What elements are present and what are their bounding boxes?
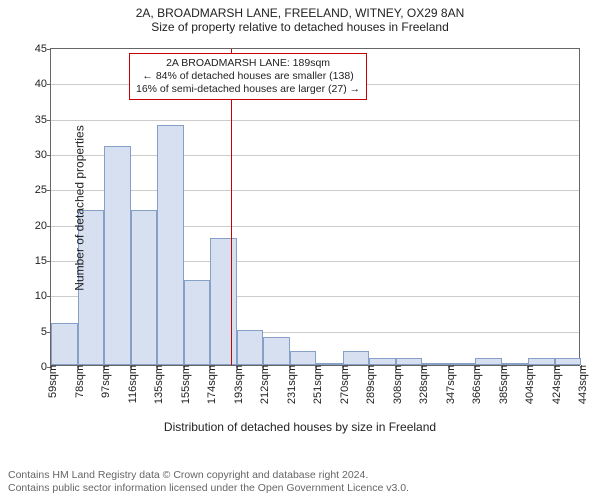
histogram-bar xyxy=(555,358,582,365)
x-tick-label: 366sqm xyxy=(467,365,483,404)
y-tick-label: 45 xyxy=(35,43,51,55)
plot-area: 05101520253035404559sqm78sqm97sqm116sqm1… xyxy=(50,48,580,366)
histogram-bar xyxy=(290,351,317,365)
x-tick-label: 155sqm xyxy=(176,365,192,404)
annotation-line: ← 84% of detached houses are smaller (13… xyxy=(136,70,360,83)
x-tick-label: 424sqm xyxy=(547,365,563,404)
histogram-bar xyxy=(157,125,184,365)
histogram-bar xyxy=(51,323,78,365)
y-tick-label: 5 xyxy=(41,326,51,338)
x-tick-label: 270sqm xyxy=(335,365,351,404)
x-tick-label: 308sqm xyxy=(388,365,404,404)
x-tick-label: 135sqm xyxy=(149,365,165,404)
histogram-bar xyxy=(263,337,290,365)
x-tick-label: 193sqm xyxy=(229,365,245,404)
footer-line1: Contains HM Land Registry data © Crown c… xyxy=(8,469,409,483)
y-tick-label: 40 xyxy=(35,78,51,90)
histogram-bar xyxy=(184,280,211,365)
annotation-line: 16% of semi-detached houses are larger (… xyxy=(136,83,360,96)
histogram-bar xyxy=(210,238,237,365)
y-tick-label: 10 xyxy=(35,290,51,302)
x-tick-label: 59sqm xyxy=(43,365,59,398)
x-tick-label: 443sqm xyxy=(573,365,589,404)
y-tick-label: 15 xyxy=(35,255,51,267)
histogram-bar xyxy=(131,210,158,365)
x-tick-label: 251sqm xyxy=(308,365,324,404)
y-axis-label: Number of detached properties xyxy=(73,125,87,290)
grid-line xyxy=(51,120,579,121)
x-tick-label: 231sqm xyxy=(282,365,298,404)
histogram-bar xyxy=(237,330,264,365)
x-tick-label: 174sqm xyxy=(202,365,218,404)
y-tick-label: 30 xyxy=(35,149,51,161)
histogram-bar xyxy=(104,146,131,365)
histogram-bar xyxy=(396,358,423,365)
x-tick-label: 289sqm xyxy=(361,365,377,404)
x-tick-label: 78sqm xyxy=(70,365,86,398)
y-tick-label: 35 xyxy=(35,114,51,126)
histogram-bar xyxy=(343,351,370,365)
x-tick-label: 116sqm xyxy=(123,365,139,403)
x-tick-label: 404sqm xyxy=(520,365,536,404)
histogram-bar xyxy=(475,358,502,365)
x-tick-label: 328sqm xyxy=(414,365,430,404)
x-tick-label: 212sqm xyxy=(255,365,271,404)
y-tick-label: 20 xyxy=(35,220,51,232)
annotation-box: 2A BROADMARSH LANE: 189sqm← 84% of detac… xyxy=(129,53,367,100)
x-tick-label: 385sqm xyxy=(494,365,510,404)
y-tick-label: 25 xyxy=(35,184,51,196)
histogram-bar xyxy=(528,358,555,365)
chart-title-address: 2A, BROADMARSH LANE, FREELAND, WITNEY, O… xyxy=(0,6,600,20)
chart-subtitle: Size of property relative to detached ho… xyxy=(0,20,600,34)
x-axis-caption: Distribution of detached houses by size … xyxy=(0,420,600,434)
footer-line2: Contains public sector information licen… xyxy=(8,482,409,496)
footer-attribution: Contains HM Land Registry data © Crown c… xyxy=(8,469,409,496)
annotation-line: 2A BROADMARSH LANE: 189sqm xyxy=(136,57,360,70)
chart-container: 2A, BROADMARSH LANE, FREELAND, WITNEY, O… xyxy=(0,6,600,446)
histogram-bar xyxy=(369,358,396,365)
x-tick-label: 97sqm xyxy=(96,365,112,398)
x-tick-label: 347sqm xyxy=(441,365,457,404)
